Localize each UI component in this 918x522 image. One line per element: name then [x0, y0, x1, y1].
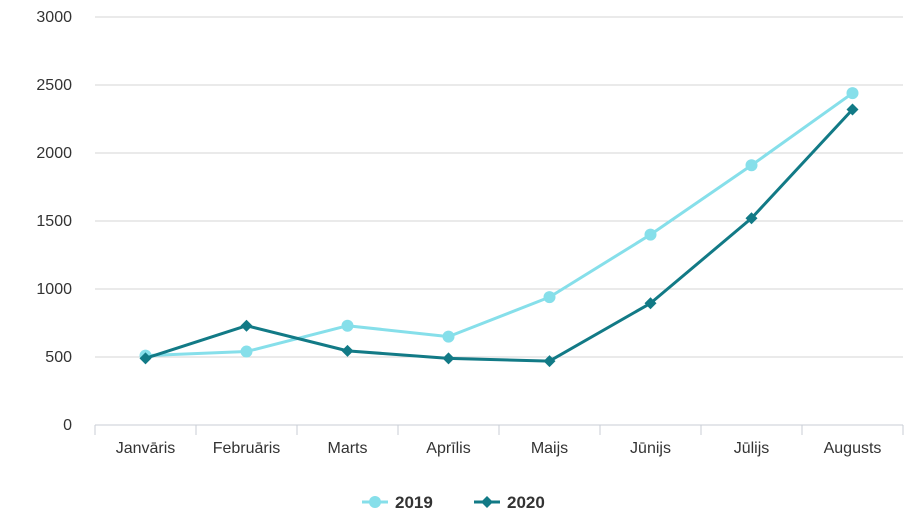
x-axis: Janvāris Februāris Marts Aprīlis Maijs Jūnijs…	[94, 424, 904, 457]
legend-label: 2020	[507, 493, 545, 512]
legend-marker	[481, 496, 493, 508]
data-point[interactable]	[644, 228, 657, 241]
data-point[interactable]	[846, 87, 859, 100]
y-tick-label: 2000	[36, 145, 72, 162]
series-2019	[139, 87, 859, 362]
x-tick-label: Marts	[328, 440, 368, 457]
legend-item-2020[interactable]: 2020	[474, 493, 545, 512]
x-tick-label: Aprīlis	[426, 440, 470, 457]
data-point[interactable]	[846, 103, 859, 116]
data-point[interactable]	[442, 352, 455, 365]
series-line	[144, 91, 854, 358]
y-tick-label: 500	[45, 349, 72, 366]
series-layer	[139, 87, 859, 368]
y-tick-label: 2500	[36, 77, 72, 94]
data-point[interactable]	[745, 159, 758, 172]
y-tick-label: 0	[63, 417, 72, 434]
y-tick-label: 3000	[36, 9, 72, 26]
x-tick-label: Jūnijs	[630, 440, 671, 457]
y-tick-label: 1500	[36, 213, 72, 230]
x-tick-label: Februāris	[213, 440, 281, 457]
data-point[interactable]	[240, 345, 253, 358]
x-tick-label: Augusts	[824, 440, 882, 457]
y-tick-label: 1000	[36, 281, 72, 298]
data-point[interactable]	[139, 352, 152, 365]
data-point[interactable]	[240, 319, 253, 332]
series-line	[144, 107, 854, 363]
legend-marker	[369, 496, 381, 508]
data-point[interactable]	[543, 355, 556, 368]
x-tick-label: Janvāris	[116, 440, 176, 457]
data-point[interactable]	[341, 344, 354, 357]
x-tick-label: Jūlijs	[734, 440, 770, 457]
legend-item-2019[interactable]: 2019	[362, 493, 433, 512]
data-point[interactable]	[644, 297, 657, 310]
data-point[interactable]	[341, 319, 354, 332]
x-tick-label: Maijs	[531, 440, 568, 457]
y-axis: 0 500 1000 1500 2000 2500 3000	[36, 9, 72, 434]
legend[interactable]: 2019 2020	[362, 493, 545, 512]
grid-lines	[95, 16, 903, 358]
data-point[interactable]	[745, 212, 758, 225]
series-2020	[139, 103, 859, 368]
data-point[interactable]	[543, 291, 556, 304]
data-point[interactable]	[442, 330, 455, 343]
legend-label: 2019	[395, 493, 433, 512]
